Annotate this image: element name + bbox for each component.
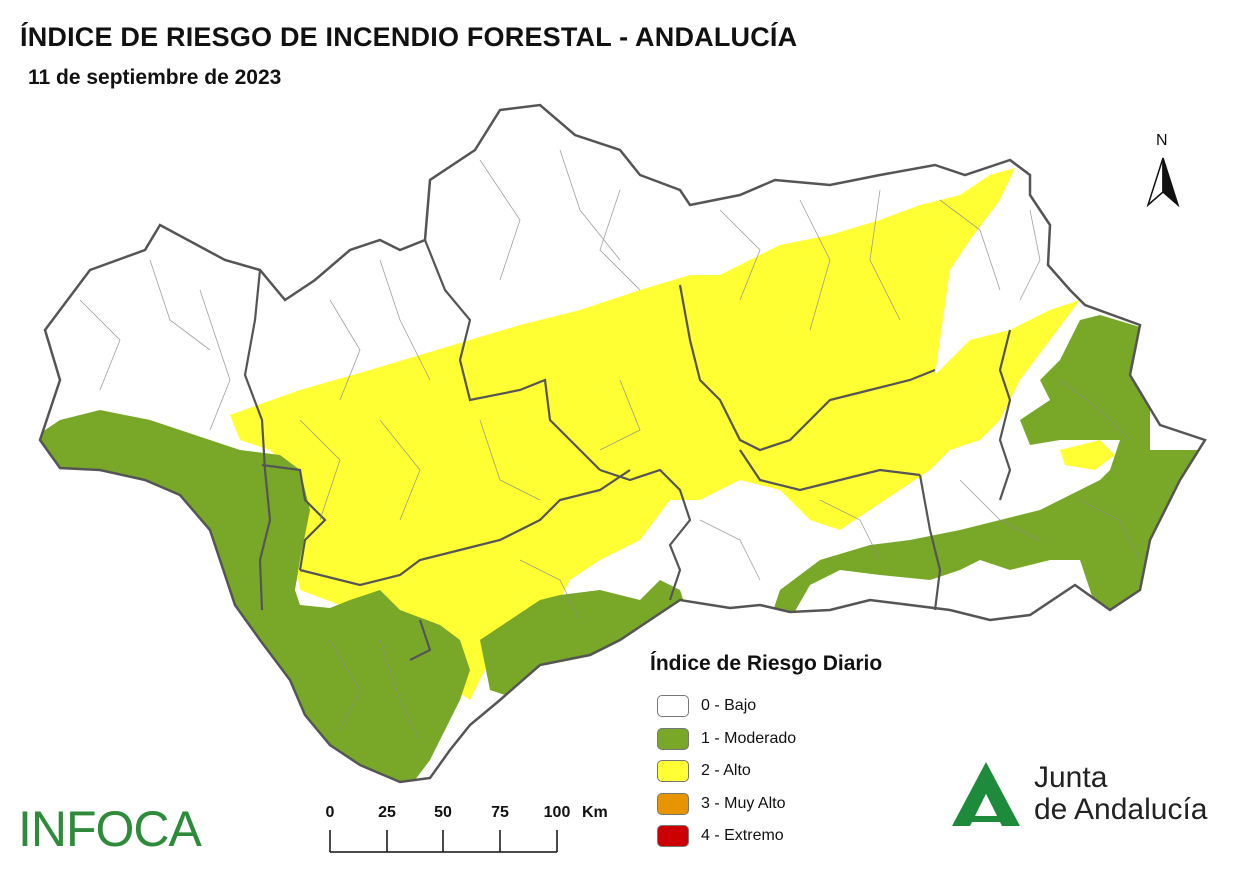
scale-tick-label: 75 [491,804,509,821]
junta-de-andalucia-logo: Junta de Andalucía [950,760,1207,828]
legend-item-moderado: 1 - Moderado [650,723,882,756]
legend-swatch-moderado [657,727,689,750]
junta-emblem-icon [952,762,1020,826]
junta-line-2: de Andalucía [1034,793,1208,826]
map-title: ÍNDICE DE RIESGO DE INCENDIO FORESTAL - … [20,22,798,52]
risk-zone-alto [230,168,1080,700]
map-date: 11 de septiembre de 2023 [28,66,282,89]
scale-tick-label: 0 [325,804,335,821]
risk-zone-moderado-east [770,315,1205,620]
scale-bar-graphic [329,830,558,853]
scale-tick-label: 50 [434,804,452,821]
scale-tick-label: 100 [543,804,571,821]
legend-swatch-alto [657,760,689,783]
legend-label: 0 - Bajo [701,697,757,715]
province-boundaries [243,239,1012,661]
legend-label: 4 - Extremo [701,827,784,845]
legend-title: Índice de Riesgo Diario [650,652,883,675]
municipality-boundaries [79,149,1141,741]
north-arrow [1146,157,1180,208]
legend-swatch-bajo [657,695,689,718]
north-label: N [1156,132,1168,149]
legend-item-extremo: 4 - Extremo [650,820,882,853]
legend-swatch-muy-alto [657,792,689,815]
legend-item-alto: 2 - Alto [650,755,882,788]
junta-line-1: Junta [1034,761,1108,794]
legend-label: 1 - Moderado [701,729,797,747]
infoca-logo: INFOCA [18,801,202,857]
legend: Índice de Riesgo Diario 0 - Bajo 1 - Mod… [650,652,882,853]
legend-swatch-extremo [657,825,689,848]
legend-label: 3 - Muy Alto [701,794,786,812]
scale-bar: 0 25 50 75 100 Km [300,800,620,860]
scale-tick-label: 25 [378,804,396,821]
junta-wordmark: Junta de Andalucía [1034,762,1207,826]
legend-label: 2 - Alto [701,762,751,780]
legend-item-muy-alto: 3 - Muy Alto [650,788,882,821]
scale-unit: Km [582,804,608,821]
legend-item-bajo: 0 - Bajo [650,690,882,723]
